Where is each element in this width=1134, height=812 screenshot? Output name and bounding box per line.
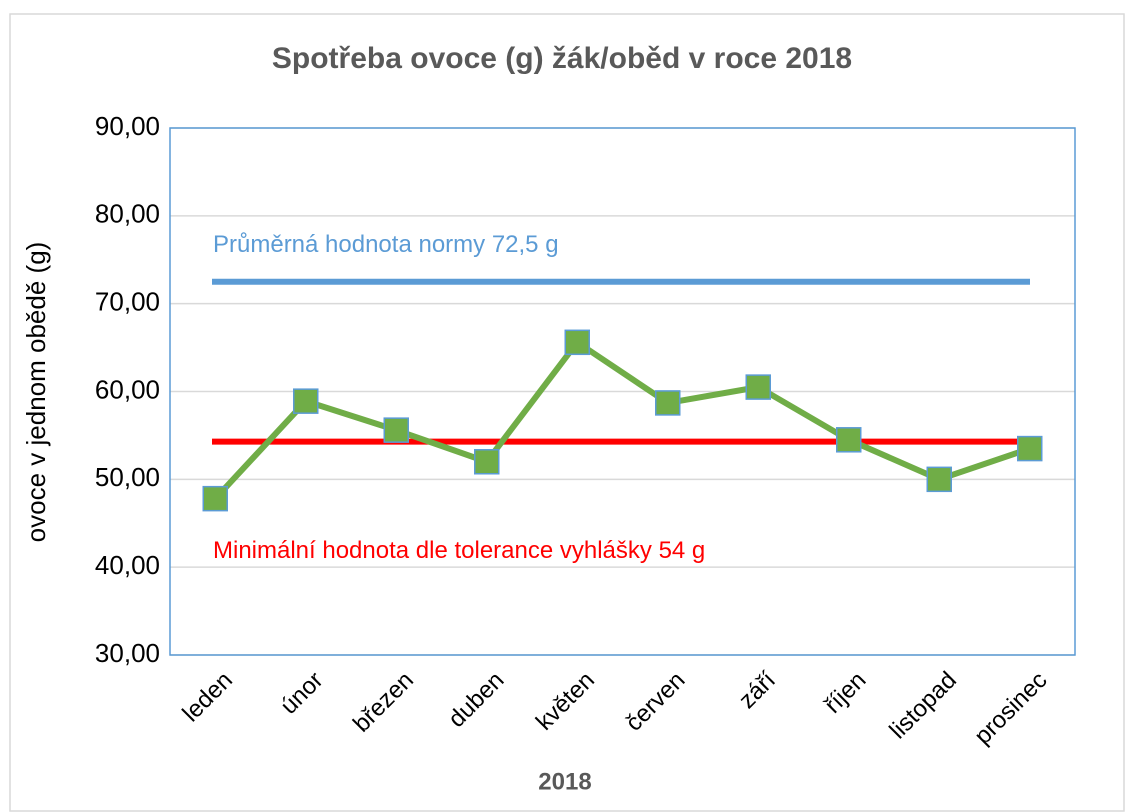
- data-marker: [564, 329, 590, 356]
- y-tick-label: 40,00: [95, 550, 160, 580]
- data-line: [213, 339, 1031, 501]
- y-axis-title: ovoce v jednom obědě (g): [21, 242, 51, 543]
- reference-label: Průměrná hodnota normy 72,5 g: [213, 231, 559, 258]
- y-tick-label: 70,00: [95, 287, 160, 317]
- data-marker: [836, 427, 862, 453]
- chart-border: [9, 13, 1125, 812]
- chart-title: Spotřeba ovoce (g) žák/oběd v roce 2018: [272, 42, 852, 75]
- y-tick-label: 80,00: [95, 199, 160, 229]
- data-marker: [293, 388, 319, 414]
- y-tick-label: 30,00: [95, 638, 160, 668]
- y-tick-label: 90,00: [95, 111, 160, 141]
- data-marker: [745, 374, 771, 400]
- y-tick-label: 60,00: [95, 374, 160, 404]
- plot-border: [169, 127, 1076, 656]
- data-marker: [474, 449, 500, 475]
- data-marker: [926, 466, 952, 493]
- data-marker: [202, 485, 228, 512]
- data-marker: [383, 417, 409, 443]
- y-tick-label: 50,00: [95, 462, 160, 492]
- data-marker: [655, 390, 681, 416]
- reference-label: Minimální hodnota dle tolerance vyhlášky…: [213, 537, 705, 564]
- data-marker: [1017, 435, 1043, 462]
- x-axis-title: 2018: [538, 768, 591, 795]
